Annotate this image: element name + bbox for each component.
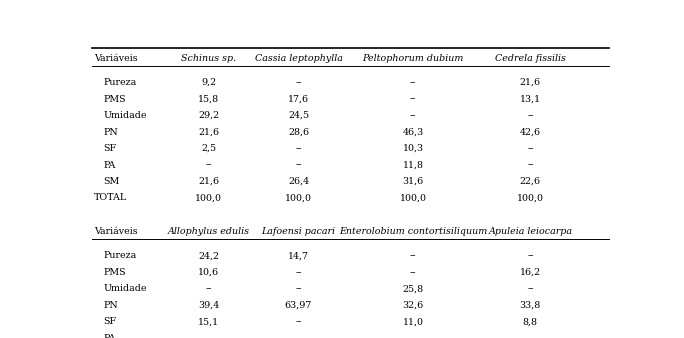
Text: 16,2: 16,2: [520, 268, 541, 277]
Text: 22,6: 22,6: [520, 177, 541, 186]
Text: 2,5: 2,5: [201, 144, 216, 153]
Text: 42,6: 42,6: [520, 127, 541, 137]
Text: 100,0: 100,0: [399, 193, 427, 202]
Text: 21,6: 21,6: [198, 127, 220, 137]
Text: 39,4: 39,4: [198, 301, 220, 310]
Text: PA: PA: [103, 161, 116, 169]
Text: --: --: [410, 78, 417, 87]
Text: 100,0: 100,0: [196, 193, 222, 202]
Text: 100,0: 100,0: [285, 193, 312, 202]
Text: --: --: [410, 251, 417, 260]
Text: --: --: [205, 284, 212, 293]
Text: Schinus sp.: Schinus sp.: [181, 54, 237, 63]
Text: 9,2: 9,2: [201, 78, 216, 87]
Text: PMS: PMS: [103, 95, 126, 103]
Text: --: --: [295, 334, 302, 338]
Text: --: --: [205, 161, 212, 169]
Text: 24,5: 24,5: [288, 111, 309, 120]
Text: 33,8: 33,8: [520, 301, 541, 310]
Text: --: --: [410, 95, 417, 103]
Text: 32,6: 32,6: [402, 301, 424, 310]
Text: 11,8: 11,8: [403, 161, 423, 169]
Text: --: --: [527, 161, 534, 169]
Text: --: --: [295, 78, 302, 87]
Text: --: --: [295, 284, 302, 293]
Text: 8,8: 8,8: [523, 317, 538, 326]
Text: Cassia leptophylla: Cassia leptophylla: [254, 54, 343, 63]
Text: 21,6: 21,6: [198, 177, 220, 186]
Text: --: --: [527, 251, 534, 260]
Text: 31,6: 31,6: [402, 177, 424, 186]
Text: 28,6: 28,6: [288, 127, 309, 137]
Text: PN: PN: [103, 301, 118, 310]
Text: 15,8: 15,8: [198, 95, 220, 103]
Text: Variáveis: Variáveis: [94, 227, 137, 236]
Text: 10,6: 10,6: [198, 268, 220, 277]
Text: 46,3: 46,3: [402, 127, 424, 137]
Text: 25,8: 25,8: [403, 284, 423, 293]
Text: Variáveis: Variáveis: [94, 54, 137, 63]
Text: 24,2: 24,2: [198, 251, 220, 260]
Text: 14,7: 14,7: [288, 251, 309, 260]
Text: SF: SF: [103, 144, 117, 153]
Text: --: --: [527, 284, 534, 293]
Text: 63,97: 63,97: [285, 301, 312, 310]
Text: PMS: PMS: [103, 268, 126, 277]
Text: Cedrela fissilis: Cedrela fissilis: [495, 54, 566, 63]
Text: --: --: [527, 334, 534, 338]
Text: Umidade: Umidade: [103, 284, 147, 293]
Text: Pureza: Pureza: [103, 78, 137, 87]
Text: --: --: [410, 111, 417, 120]
Text: 13,1: 13,1: [520, 95, 541, 103]
Text: 15,1: 15,1: [198, 317, 220, 326]
Text: --: --: [527, 144, 534, 153]
Text: Umidade: Umidade: [103, 111, 147, 120]
Text: Enterolobium contortisiliquum: Enterolobium contortisiliquum: [339, 227, 487, 236]
Text: Allophylus edulis: Allophylus edulis: [168, 227, 250, 236]
Text: PN: PN: [103, 127, 118, 137]
Text: 29,2: 29,2: [198, 111, 220, 120]
Text: --: --: [410, 268, 417, 277]
Text: PA: PA: [103, 334, 116, 338]
Text: --: --: [295, 317, 302, 326]
Text: 21,6: 21,6: [520, 78, 541, 87]
Text: --: --: [527, 111, 534, 120]
Text: 11,0: 11,0: [403, 317, 423, 326]
Text: --: --: [295, 268, 302, 277]
Text: SM: SM: [103, 177, 120, 186]
Text: --: --: [410, 334, 417, 338]
Text: SF: SF: [103, 317, 117, 326]
Text: Pureza: Pureza: [103, 251, 137, 260]
Text: 17,6: 17,6: [288, 95, 309, 103]
Text: --: --: [295, 144, 302, 153]
Text: 26,4: 26,4: [288, 177, 309, 186]
Text: 10,3: 10,3: [403, 144, 423, 153]
Text: Apuleia leiocarpa: Apuleia leiocarpa: [488, 227, 573, 236]
Text: --: --: [295, 161, 302, 169]
Text: Lafoensi pacari: Lafoensi pacari: [261, 227, 336, 236]
Text: TOTAL: TOTAL: [94, 193, 127, 202]
Text: --: --: [205, 334, 212, 338]
Text: Peltophorum dubium: Peltophorum dubium: [363, 54, 464, 63]
Text: 100,0: 100,0: [517, 193, 544, 202]
